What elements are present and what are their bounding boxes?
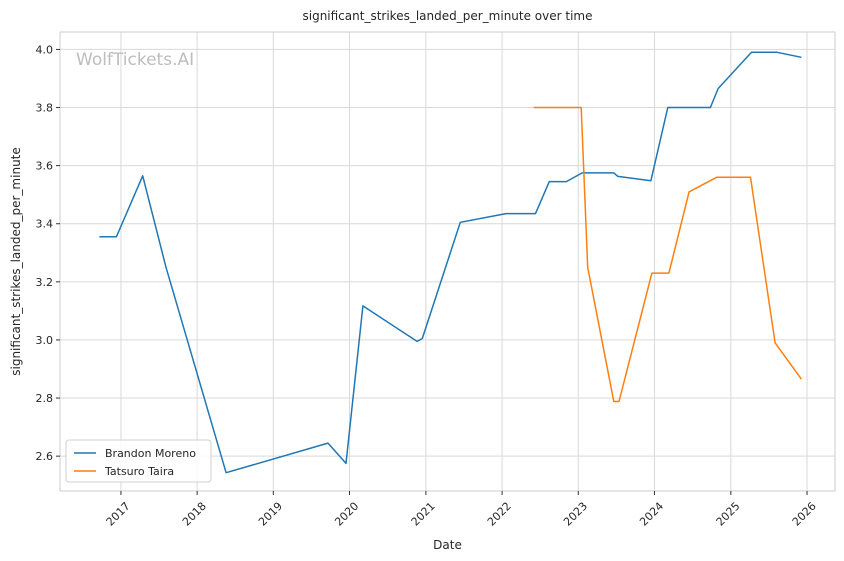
legend-box (65, 439, 212, 483)
legend-label: Brandon Moreno (105, 447, 196, 460)
x-axis-title: Date (433, 538, 462, 552)
series-line-1 (533, 106, 803, 403)
y-axis-title: significant_strikes_landed_per_minute (9, 147, 23, 376)
y-tick-label: 4.0 (36, 43, 54, 56)
y-tick-label: 3.4 (36, 218, 54, 231)
x-tick-label: 2021 (409, 500, 438, 529)
y-tick-label: 3.8 (36, 102, 54, 115)
series-layer (99, 51, 803, 474)
x-tick-label: 2020 (332, 500, 361, 529)
chart-title: significant_strikes_landed_per_minute ov… (302, 9, 592, 23)
y-tick-label: 2.6 (36, 450, 54, 463)
legend: Brandon Moreno Tatsuro Taira (65, 439, 212, 483)
legend-label: Tatsuro Taira (104, 465, 174, 478)
x-tick-label: 2018 (180, 500, 209, 529)
x-tick-label: 2024 (637, 500, 666, 529)
x-tick-label: 2026 (790, 500, 819, 529)
y-tick-label: 3.0 (36, 334, 54, 347)
y-tick-label: 3.6 (36, 160, 54, 173)
x-tick-label: 2023 (561, 500, 590, 529)
x-tick-label: 2025 (714, 500, 743, 529)
x-tick-label: 2019 (256, 500, 285, 529)
y-tick-label: 3.2 (36, 276, 54, 289)
x-tick-label: 2022 (485, 500, 514, 529)
y-tick-label: 2.8 (36, 392, 54, 405)
plot-area (59, 31, 836, 492)
x-axis: 2017 2018 2019 2020 2021 2022 2023 2024 2025 2026 (104, 491, 819, 529)
y-axis: 2.6 2.8 3.0 3.2 3.4 3.6 3.8 4.0 (36, 43, 60, 463)
watermark: WolfTickets.AI (76, 50, 194, 70)
series-line-0 (99, 51, 802, 474)
x-tick-label: 2017 (104, 500, 133, 529)
